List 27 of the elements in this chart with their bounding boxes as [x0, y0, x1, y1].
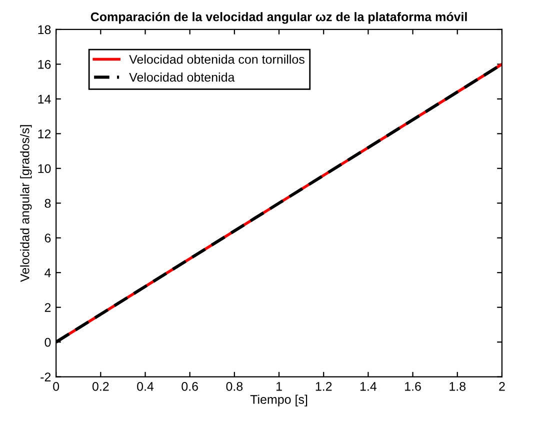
- y-tick-label: 6: [44, 234, 51, 243]
- legend-label: Velocidad obtenida: [129, 72, 235, 82]
- y-tick-label: 10: [38, 164, 51, 174]
- x-tick-label: 2: [499, 382, 505, 391]
- x-axis-title: Tiempo [s]: [250, 394, 308, 406]
- y-axis-title: Velocidad angular [grados/s]: [20, 125, 32, 282]
- x-tick-label: 0.8: [226, 382, 243, 391]
- y-tick-label: 16: [38, 60, 51, 69]
- chart-title: Comparación de la velocidad angular ωz de la plataforma móvil: [90, 12, 467, 24]
- x-tick-label: 1.4: [360, 382, 377, 391]
- y-tick-label: 8: [44, 198, 51, 208]
- x-tick-label: 1.2: [316, 382, 332, 391]
- y-tick-label: 14: [38, 94, 51, 104]
- x-tick-label: 0.6: [182, 382, 198, 391]
- y-tick-label: 2: [44, 303, 51, 312]
- x-tick-label: 0.4: [137, 382, 154, 391]
- y-tick-label: 0: [44, 338, 51, 347]
- x-tick-label: 1.8: [450, 382, 466, 391]
- x-tick-label: 0: [53, 382, 60, 391]
- y-tick-label: -2: [40, 372, 51, 382]
- y-tick-label: 18: [38, 25, 51, 34]
- y-tick-label: 12: [38, 129, 51, 138]
- x-tick-label: 0.2: [92, 382, 109, 391]
- y-tick-label: 4: [44, 268, 51, 278]
- x-tick-label: 1: [276, 382, 282, 391]
- legend-label: Velocidad obtenida con tornillos: [129, 54, 304, 64]
- x-tick-label: 1.6: [405, 382, 421, 391]
